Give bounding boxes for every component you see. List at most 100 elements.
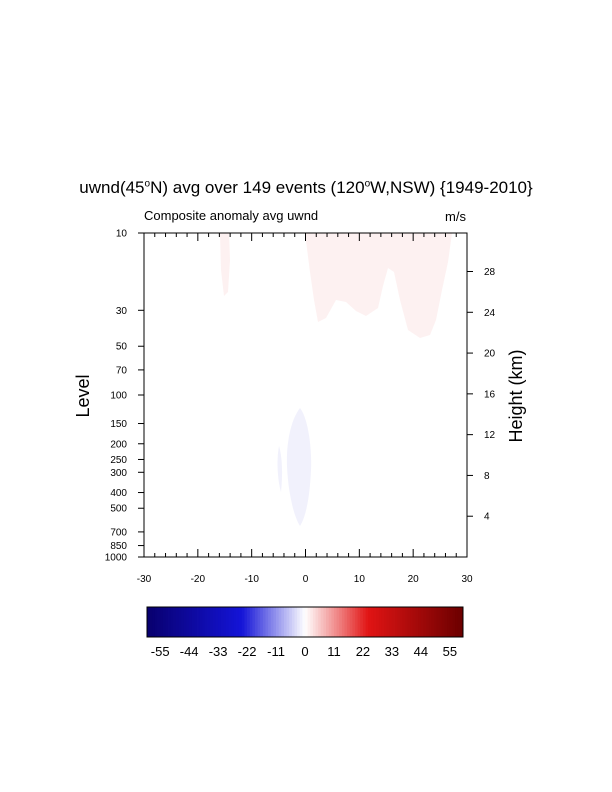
chart-title: uwnd(45oN) avg over 149 events (120oW,NS… [79, 178, 533, 197]
colorbar-label: 55 [443, 644, 457, 659]
colorbar-swatch [199, 607, 203, 637]
colorbar-swatch [233, 607, 237, 637]
colorbar-swatch [402, 607, 406, 637]
colorbar-swatch [436, 607, 440, 637]
colorbar-swatch [312, 607, 316, 637]
colorbar-swatch [405, 607, 409, 637]
colorbar-swatch [278, 607, 282, 637]
colorbar-swatch [178, 607, 182, 637]
colorbar-label: 0 [301, 644, 308, 659]
colorbar-labels: -55 -44 -33 -22 -11 0 11 22 33 44 55 [151, 644, 457, 659]
x-tick-label: -30 [137, 574, 152, 585]
colorbar-swatch [181, 607, 185, 637]
colorbar-label: 22 [356, 644, 370, 659]
colorbar-swatch [397, 607, 401, 637]
x-tick-label: -20 [191, 574, 206, 585]
colorbar-swatch [149, 607, 153, 637]
colorbar-swatch [373, 607, 377, 637]
negative-anomaly-region-main [286, 408, 312, 526]
colorbar-label: -33 [209, 644, 228, 659]
colorbar-swatch [165, 607, 169, 637]
y-tick-label: 1000 [105, 553, 128, 564]
colorbar-swatch [257, 607, 261, 637]
colorbar-swatch [299, 607, 303, 637]
colorbar-swatch [420, 607, 424, 637]
colorbar-swatch [389, 607, 393, 637]
y-right-tick-label: 8 [484, 471, 490, 482]
colorbar-swatch [226, 607, 230, 637]
x-tick-label: 30 [461, 574, 473, 585]
colorbar-swatch [294, 607, 298, 637]
colorbar-swatch [202, 607, 206, 637]
colorbar-swatch [426, 607, 430, 637]
colorbar-swatch [265, 607, 269, 637]
y-tick-label: 30 [116, 306, 128, 317]
colorbar-swatch [276, 607, 280, 637]
colorbar-swatch [197, 607, 201, 637]
colorbar-swatch [434, 607, 438, 637]
colorbar-swatch [291, 607, 295, 637]
colorbar-swatch [228, 607, 232, 637]
colorbar-label: -11 [267, 644, 285, 659]
colorbar-swatch [231, 607, 235, 637]
x-tick-label: 10 [354, 574, 366, 585]
y-tick-label: 150 [110, 419, 127, 430]
colorbar-swatch [194, 607, 198, 637]
axis-ticks [138, 232, 473, 558]
colorbar-swatch [310, 607, 314, 637]
colorbar-swatch [410, 607, 414, 637]
colorbar-swatch [302, 607, 306, 637]
chart-subtitle: Composite anomaly avg uwnd [144, 208, 319, 223]
y-tick-label: 50 [116, 342, 128, 353]
colorbar [147, 607, 464, 637]
colorbar-swatch [418, 607, 422, 637]
colorbar-swatch [212, 607, 216, 637]
y-right-tick-label: 24 [484, 308, 496, 319]
y-right-tick-label: 28 [484, 267, 496, 278]
colorbar-swatch [439, 607, 443, 637]
colorbar-swatch [452, 607, 456, 637]
y-right-tick-label: 12 [484, 430, 496, 441]
colorbar-swatch [173, 607, 177, 637]
colorbar-swatch [360, 607, 364, 637]
colorbar-swatch [168, 607, 172, 637]
colorbar-swatch [423, 607, 427, 637]
colorbar-swatch [331, 607, 335, 637]
y-tick-label: 300 [110, 468, 127, 479]
colorbar-label: -44 [180, 644, 199, 659]
colorbar-swatch [160, 607, 164, 637]
colorbar-swatch [289, 607, 293, 637]
colorbar-swatch [365, 607, 369, 637]
colorbar-swatch [384, 607, 388, 637]
colorbar-swatch [447, 607, 451, 637]
colorbar-swatch [399, 607, 403, 637]
y-tick-label: 500 [110, 504, 127, 515]
y-right-tick-label: 20 [484, 349, 496, 360]
colorbar-swatch [186, 607, 190, 637]
colorbar-swatch [236, 607, 240, 637]
colorbar-swatch [305, 607, 309, 637]
x-tick-label: 0 [303, 574, 309, 585]
colorbar-swatch [241, 607, 245, 637]
colorbar-swatch [204, 607, 208, 637]
colorbar-label: -55 [151, 644, 170, 659]
colorbar-swatch [147, 607, 151, 637]
colorbar-swatch [376, 607, 380, 637]
y-tick-label: 200 [110, 439, 127, 450]
colorbar-swatch [355, 607, 359, 637]
colorbar-swatch [391, 607, 395, 637]
colorbar-swatch [344, 607, 348, 637]
y-tick-label: 10 [116, 229, 128, 240]
colorbar-swatch [152, 607, 156, 637]
y-axis-label: Level [73, 374, 93, 417]
colorbar-swatch [215, 607, 219, 637]
x-tick-label: 20 [408, 574, 420, 585]
colorbar-swatch [207, 607, 211, 637]
colorbar-swatch [262, 607, 266, 637]
colorbar-swatch [460, 607, 464, 637]
colorbar-swatch [286, 607, 290, 637]
colorbar-swatch [252, 607, 256, 637]
colorbar-label: 11 [327, 644, 341, 659]
